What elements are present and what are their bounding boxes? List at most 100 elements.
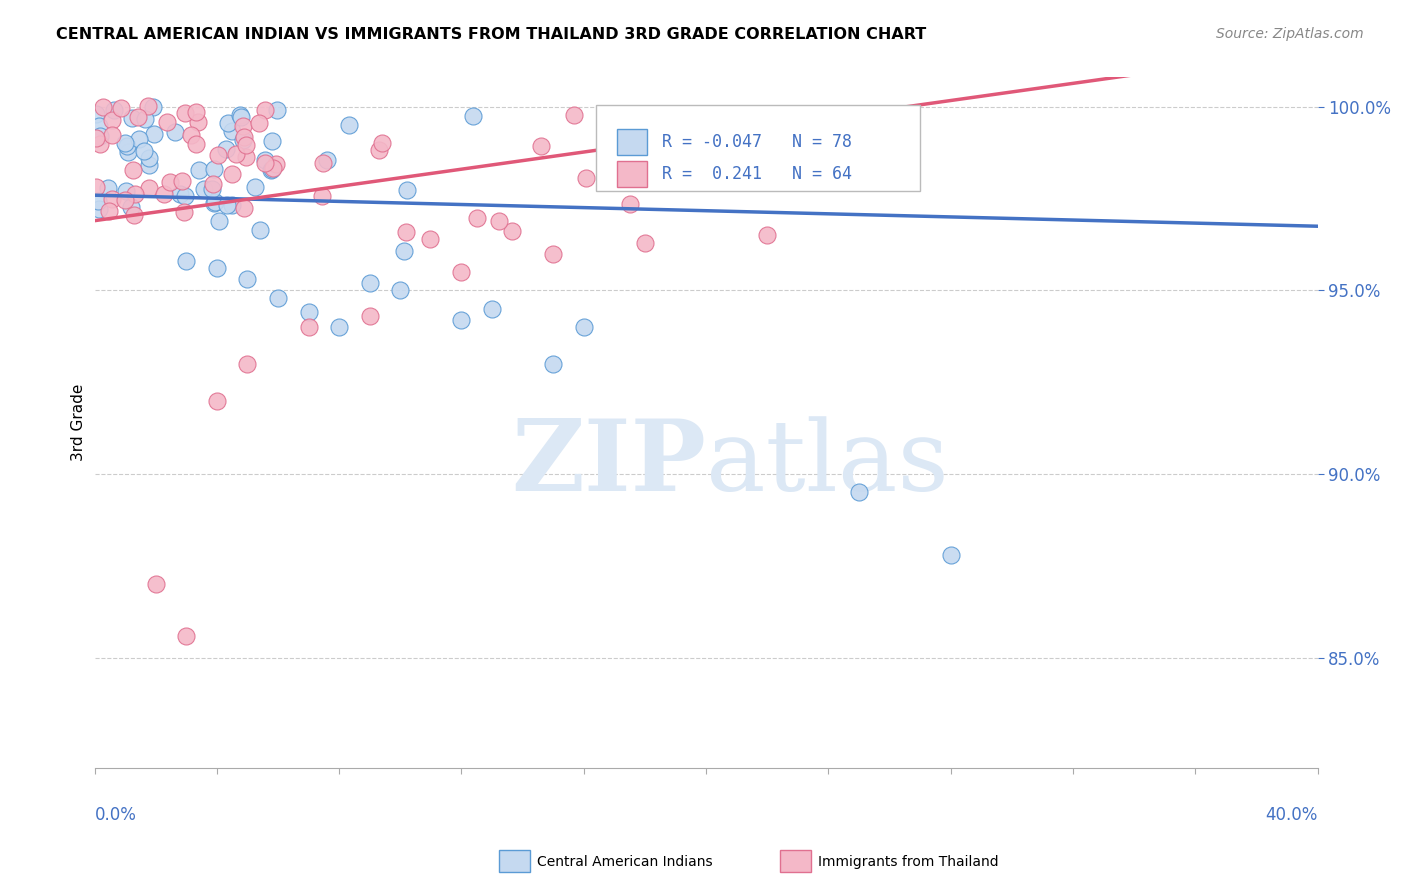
Point [205,393,228,408]
Point [463,109,485,123]
Point [114,136,136,151]
Point [87,194,110,208]
Point [575,170,598,185]
Point [205,261,228,276]
Point [572,320,595,334]
Point [121,111,143,125]
Point [138,181,160,195]
Point [84,107,107,121]
Point [193,182,215,196]
Point [756,228,779,243]
Point [232,201,254,215]
Point [153,186,176,201]
Point [450,312,472,326]
Point [115,138,138,153]
Point [180,128,202,143]
Point [395,225,418,239]
Point [156,114,179,128]
Point [260,162,283,177]
Point [84,180,107,194]
Point [253,156,276,170]
Point [215,142,238,156]
Point [231,110,253,124]
Point [236,357,259,371]
Point [481,301,503,316]
Point [312,156,335,170]
Point [173,189,195,203]
Point [541,357,564,371]
Point [114,193,136,207]
Point [232,133,254,147]
FancyBboxPatch shape [617,128,647,154]
Point [225,147,247,161]
Text: ZIP: ZIP [512,416,706,513]
Point [233,129,256,144]
Point [89,119,111,133]
Point [359,309,381,323]
Point [243,179,266,194]
Point [359,276,381,290]
Point [939,548,962,562]
Y-axis label: 3rd Grade: 3rd Grade [72,384,86,461]
Point [419,232,441,246]
Point [262,161,284,175]
Point [127,111,149,125]
Text: R =  0.241   N = 64: R = 0.241 N = 64 [662,165,852,183]
Point [236,272,259,286]
Point [100,113,122,128]
Point [541,246,564,260]
Point [260,162,283,177]
Point [367,143,389,157]
Point [97,204,120,219]
Point [530,139,553,153]
Point [128,131,150,145]
Point [266,103,288,117]
Point [174,105,197,120]
Point [201,181,224,195]
Point [124,186,146,201]
Point [173,205,195,219]
Point [97,181,120,195]
Point [122,163,145,178]
Point [316,153,339,168]
Point [208,214,231,228]
Point [136,99,159,113]
Point [395,183,418,197]
Text: Immigrants from Thailand: Immigrants from Thailand [818,855,998,869]
Point [297,320,319,334]
Point [134,144,156,158]
Point [170,174,193,188]
Point [89,137,111,152]
Point [184,105,207,120]
Point [117,145,139,159]
Point [122,208,145,222]
Point [266,157,288,171]
Point [450,265,472,279]
Point [389,284,412,298]
Point [187,162,209,177]
Point [202,161,225,176]
Text: Central American Indians: Central American Indians [537,855,713,869]
Point [465,211,488,225]
Point [91,100,114,114]
Point [84,131,107,145]
Point [235,150,257,164]
Point [260,134,283,148]
Point [621,173,644,187]
Point [187,115,209,129]
Point [204,194,226,209]
Point [165,125,187,139]
Point [138,158,160,172]
Point [253,103,276,117]
Point [217,198,239,212]
Point [186,136,208,151]
FancyBboxPatch shape [617,161,647,187]
Point [176,628,198,642]
Text: Source: ZipAtlas.com: Source: ZipAtlas.com [1216,27,1364,41]
Point [221,167,243,181]
Point [143,127,166,141]
Point [337,118,360,132]
Text: R = -0.047   N = 78: R = -0.047 N = 78 [662,133,852,151]
Point [89,128,111,143]
Point [134,112,156,127]
